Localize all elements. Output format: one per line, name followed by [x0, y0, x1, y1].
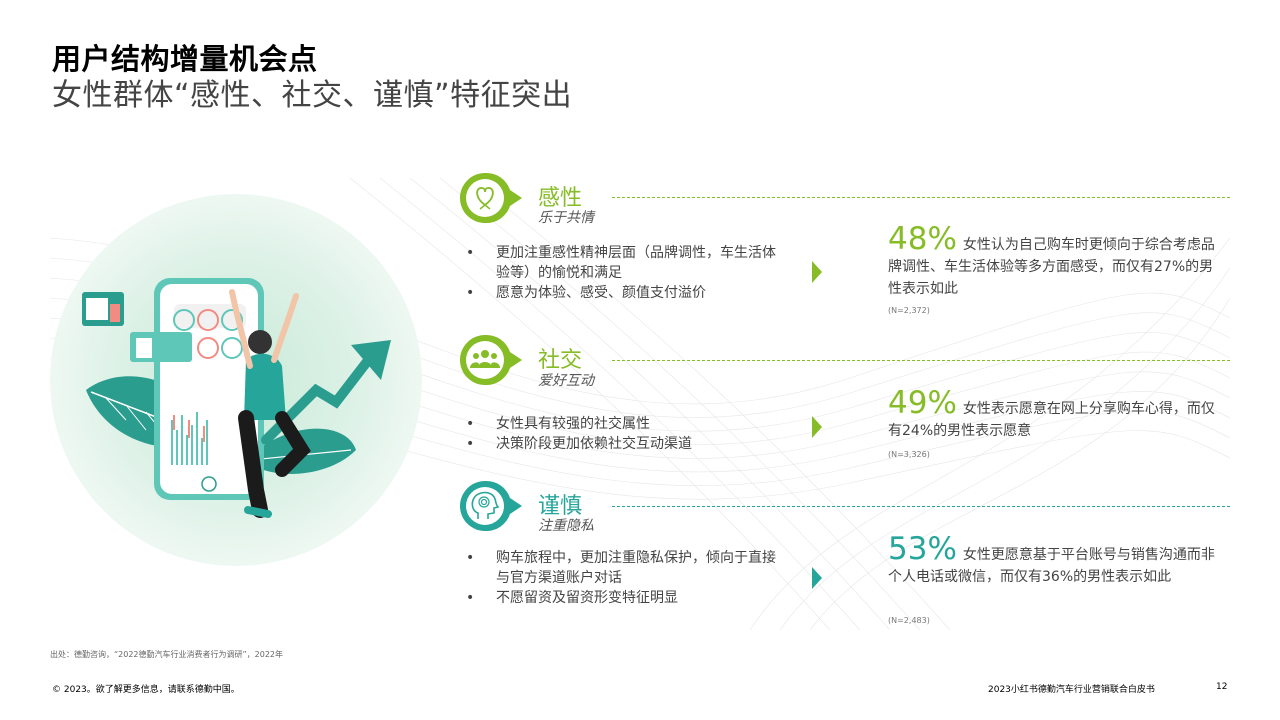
section-title-emotional: 感性: [538, 186, 583, 211]
stat-block-emotional: 48% 女性认为自己购车时更倾向于综合考虑品牌调性、车生活体验等多方面感受，而仅有…: [888, 224, 1226, 300]
bullet-item: 决策阶段更加依赖社交互动渠道: [466, 434, 786, 454]
sample-size: (N=2,372): [888, 306, 930, 315]
heart-hand-icon: [459, 172, 522, 224]
bullet-item: 更加注重感性精神层面（品牌调性，车生活体验等）的愉悦和满足: [466, 243, 786, 283]
bullet-item: 女性具有较强的社交属性: [466, 414, 786, 434]
woman-phone-illustration: [50, 194, 422, 566]
sample-size: (N=3,326): [888, 450, 930, 459]
arrow-right-icon: [812, 261, 822, 283]
document-title: 2023小红书德勤汽车行业营销联合白皮书: [988, 685, 1155, 695]
bullet-list-cautious: 购车旅程中，更加注重隐私保护，倾向于直接与官方渠道账户对话 不愿留资及留资形变特…: [466, 548, 786, 608]
section-subtitle-cautious: 注重隐私: [538, 518, 594, 534]
stat-text: 女性表示愿意在网上分享购车心得，而仅有24%的男性表示愿意: [888, 401, 1215, 439]
bullet-list-social: 女性具有较强的社交属性 决策阶段更加依赖社交互动渠道: [466, 414, 786, 454]
head-fingerprint-icon: [459, 480, 522, 532]
stat-block-social: 49% 女性表示愿意在网上分享购车心得，而仅有24%的男性表示愿意: [888, 388, 1226, 442]
section-divider: [612, 197, 1230, 198]
page-number: 12: [1216, 682, 1228, 692]
bullet-item: 不愿留资及留资形变特征明显: [466, 588, 786, 608]
people-group-icon: [459, 334, 522, 386]
copyright: © 2023。欲了解更多信息，请联系德勤中国。: [52, 685, 240, 695]
section-divider: [612, 506, 1230, 507]
sample-size: (N=2,483): [888, 616, 930, 625]
bullet-list-emotional: 更加注重感性精神层面（品牌调性，车生活体验等）的愉悦和满足 愿意为体验、感受、颜…: [466, 243, 786, 303]
stat-percent: 48%: [888, 221, 957, 257]
section-title-social: 社交: [538, 348, 583, 373]
bullet-item: 愿意为体验、感受、颜值支付溢价: [466, 283, 786, 303]
stat-percent: 49%: [888, 385, 957, 421]
stat-block-cautious: 53% 女性更愿意基于平台账号与销售沟通而非个人电话或微信，而仅有36%的男性表示…: [888, 534, 1226, 588]
page-subtitle: 女性群体“感性、社交、谨慎”特征突出: [52, 78, 573, 113]
section-subtitle-social: 爱好互动: [538, 373, 594, 389]
section-divider: [612, 360, 1230, 361]
stat-text: 女性更愿意基于平台账号与销售沟通而非个人电话或微信，而仅有36%的男性表示如此: [888, 547, 1215, 585]
page-title: 用户结构增量机会点: [52, 42, 318, 76]
bullet-item: 购车旅程中，更加注重隐私保护，倾向于直接与官方渠道账户对话: [466, 548, 786, 588]
source-note: 出处：德勤咨询，“2022德勤汽车行业消费者行为调研”，2022年: [50, 650, 284, 659]
section-title-cautious: 谨慎: [538, 494, 583, 519]
arrow-right-icon: [812, 416, 822, 438]
stat-text: 女性认为自己购车时更倾向于综合考虑品牌调性、车生活体验等多方面感受，而仅有27%…: [888, 237, 1215, 297]
stat-percent: 53%: [888, 531, 957, 567]
arrow-right-icon: [812, 567, 822, 589]
section-subtitle-emotional: 乐于共情: [538, 210, 594, 226]
